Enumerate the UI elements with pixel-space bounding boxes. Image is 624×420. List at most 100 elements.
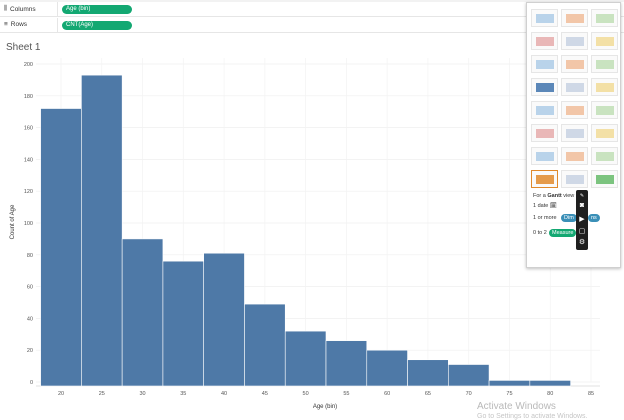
histogram-bar[interactable] <box>40 108 82 387</box>
x-tick-label: 65 <box>425 391 431 397</box>
thumbnail-preview <box>596 83 614 92</box>
chart-type-thumbnail[interactable] <box>531 170 558 188</box>
y-axis-label: Count of Age <box>10 204 16 239</box>
thumbnail-preview <box>536 60 554 69</box>
chart-type-thumbnail[interactable] <box>561 78 588 96</box>
shelf-divider <box>57 2 58 17</box>
age-bin-pill[interactable]: Age (bin) <box>62 5 132 14</box>
x-tick-label: 70 <box>466 391 472 397</box>
histogram-bar[interactable] <box>448 364 490 387</box>
hint-measures: 0 to 2 <box>533 230 547 236</box>
comment-icon[interactable]: ▢ <box>578 228 586 235</box>
pen-icon[interactable]: ✎ <box>579 193 585 199</box>
histogram-bar[interactable] <box>488 380 531 387</box>
x-tick-label: 50 <box>303 391 309 397</box>
camera-icon[interactable]: ◙ <box>579 202 585 209</box>
thumbnail-preview <box>596 106 614 115</box>
thumbnail-preview <box>596 14 614 23</box>
x-tick-label: 85 <box>588 391 594 397</box>
rows-shelf[interactable]: ≡ Rows CNT(Age) <box>0 18 624 33</box>
y-axis-ticks: 0 20 40 60 80 100 120 140 160 180 200 <box>24 62 33 386</box>
x-tick-label: 45 <box>262 391 268 397</box>
cnt-age-pill[interactable]: CNT(Age) <box>62 21 132 30</box>
histogram-bar[interactable] <box>529 380 571 387</box>
chart-type-thumbnail[interactable] <box>561 9 588 27</box>
y-tick-label: 100 <box>24 221 33 227</box>
y-tick-label: 60 <box>27 285 33 291</box>
thumbnail-preview <box>536 152 554 161</box>
columns-icon: ⫼ <box>4 5 7 12</box>
histogram-bar[interactable] <box>162 260 204 387</box>
chart-type-thumbnail[interactable] <box>531 9 558 27</box>
chart-type-thumbnail[interactable] <box>591 170 618 188</box>
y-tick-label: 20 <box>27 348 33 354</box>
chart-type-thumbnail[interactable] <box>531 32 558 50</box>
thumbnail-preview <box>536 106 554 115</box>
y-tick-label: 160 <box>24 126 33 132</box>
chart-type-thumbnail[interactable] <box>591 9 618 27</box>
histogram-bar[interactable] <box>284 330 327 387</box>
thumbnail-preview <box>536 14 554 23</box>
thumbnail-preview <box>566 129 584 138</box>
rows-icon: ≡ <box>4 21 8 28</box>
y-tick-label: 180 <box>24 94 33 100</box>
chart-type-thumbnail[interactable] <box>561 147 588 165</box>
histogram-bar[interactable] <box>366 349 408 387</box>
thumbnail-preview <box>596 129 614 138</box>
x-axis-label: Age (bin) <box>313 404 337 410</box>
y-tick-label: 120 <box>24 189 33 195</box>
chart-type-thumbnail[interactable] <box>591 101 618 119</box>
x-tick-label: 55 <box>343 391 349 397</box>
show-me-panel: For a Gantt view 1 date 🗓 1 or more Dim … <box>526 2 621 268</box>
y-tick-label: 0 <box>30 380 33 386</box>
video-icon[interactable]: ▶ <box>579 216 585 223</box>
chart-type-thumbnail[interactable] <box>561 32 588 50</box>
x-tick-label: 30 <box>139 391 145 397</box>
dimension-pill: Dim <box>561 214 577 222</box>
gantt-hint: For a Gantt view <box>533 193 575 199</box>
thumbnail-preview <box>596 60 614 69</box>
gear-icon[interactable]: ⚙ <box>578 239 586 246</box>
thumbnail-preview <box>596 152 614 161</box>
hint-date: 1 date 🗓 <box>533 203 557 209</box>
chart-type-thumbnail[interactable] <box>591 55 618 73</box>
dimension-pill-tail: ns <box>588 214 600 222</box>
chart-type-thumbnail[interactable] <box>591 124 618 142</box>
histogram-bar[interactable] <box>325 340 368 387</box>
thumbnail-preview <box>566 152 584 161</box>
x-tick-label: 60 <box>384 391 390 397</box>
chart-type-thumbnail[interactable] <box>531 147 558 165</box>
x-tick-label: 20 <box>58 391 64 397</box>
histogram-bar[interactable] <box>121 238 164 387</box>
y-tick-label: 140 <box>24 157 33 163</box>
chart-type-thumbnail[interactable] <box>561 124 588 142</box>
columns-shelf[interactable]: ⫼ Columns Age (bin) <box>0 2 624 17</box>
floating-toolbar[interactable]: ✎ ◙ ▶ ▢ ⚙ <box>576 190 588 250</box>
chart-type-thumbnail[interactable] <box>561 170 588 188</box>
histogram-bar[interactable] <box>407 359 449 387</box>
histogram-bar[interactable] <box>244 303 286 387</box>
chart-type-thumbnail[interactable] <box>531 55 558 73</box>
columns-label: ⫼ Columns <box>4 5 36 13</box>
chart-type-thumbnail[interactable] <box>531 101 558 119</box>
chart-type-thumbnail[interactable] <box>591 32 618 50</box>
histogram-bar[interactable] <box>203 252 245 387</box>
x-tick-label: 40 <box>221 391 227 397</box>
chart-type-thumbnail[interactable] <box>561 101 588 119</box>
y-tick-label: 200 <box>24 62 33 68</box>
x-tick-label: 25 <box>99 391 105 397</box>
thumbnail-preview <box>566 83 584 92</box>
chart-type-thumbnail[interactable] <box>531 124 558 142</box>
thumbnail-preview <box>536 83 554 92</box>
chart-type-thumbnail[interactable] <box>561 55 588 73</box>
chart-type-thumbnail[interactable] <box>591 78 618 96</box>
sheet-title: Sheet 1 <box>6 42 41 53</box>
thumbnail-preview <box>536 129 554 138</box>
thumbnail-preview <box>566 37 584 46</box>
histogram-bar[interactable] <box>81 74 123 387</box>
thumbnail-preview <box>566 175 584 184</box>
chart-type-thumbnail[interactable] <box>531 78 558 96</box>
chart-type-thumbnail[interactable] <box>591 147 618 165</box>
y-tick-label: 80 <box>27 253 33 259</box>
